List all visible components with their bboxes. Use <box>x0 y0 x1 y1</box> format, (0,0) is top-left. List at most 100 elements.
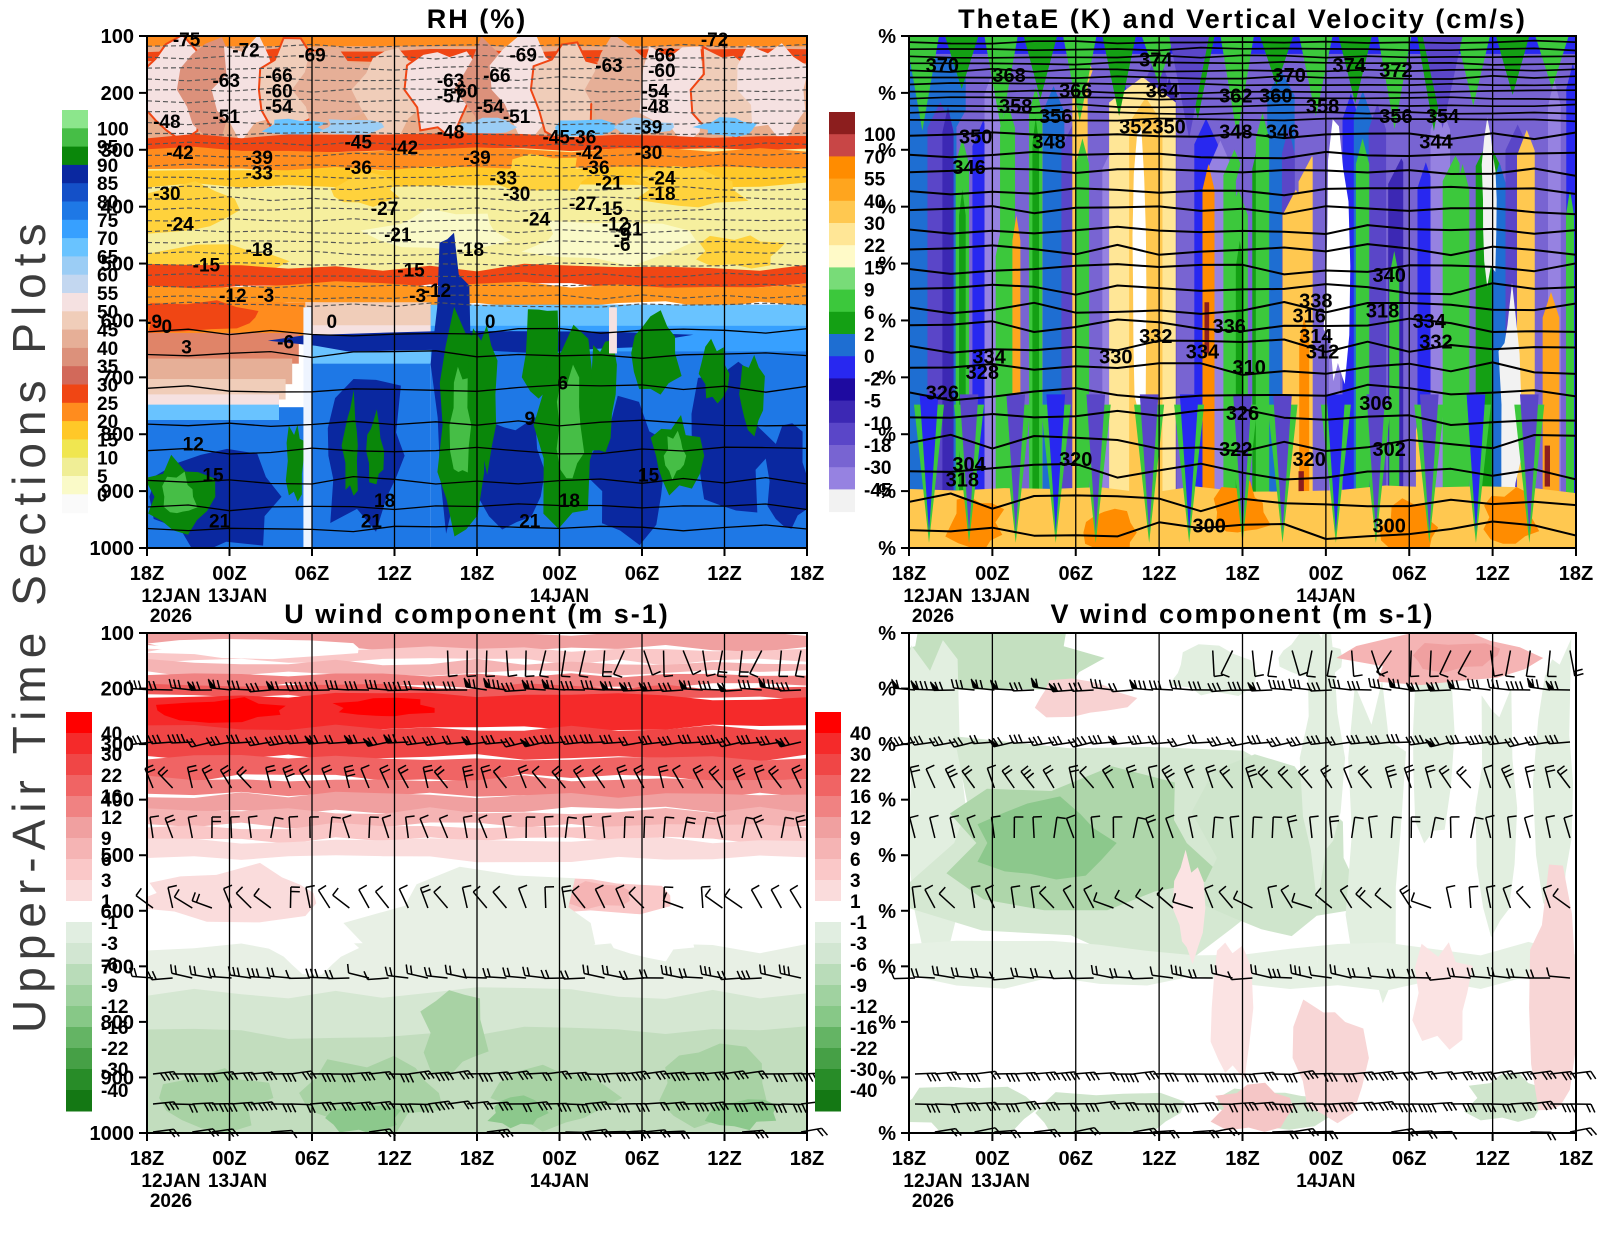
svg-text:%: % <box>878 481 896 503</box>
svg-text:362: 362 <box>1219 86 1252 108</box>
svg-text:334: 334 <box>1413 311 1447 333</box>
svg-text:0: 0 <box>485 312 496 333</box>
svg-text:18Z: 18Z <box>460 563 494 585</box>
svg-text:900: 900 <box>101 1067 134 1089</box>
svg-text:12Z: 12Z <box>1142 1148 1176 1170</box>
svg-text:-18: -18 <box>648 184 675 205</box>
svg-text:12Z: 12Z <box>707 563 741 585</box>
svg-text:%: % <box>878 424 896 446</box>
svg-text:40: 40 <box>864 192 885 213</box>
svg-text:100: 100 <box>101 623 134 645</box>
svg-text:30: 30 <box>850 745 871 766</box>
x-axis-vwind: 18Z 00Z 06Z 12Z 18Z 00Z 06Z 12Z 18Z12JAN202613JA… <box>892 1133 1593 1212</box>
svg-text:-63: -63 <box>595 56 622 77</box>
svg-text:90: 90 <box>97 156 118 177</box>
svg-text:312: 312 <box>1306 342 1339 364</box>
svg-text:-18: -18 <box>245 240 272 261</box>
svg-text:-12: -12 <box>101 997 128 1018</box>
svg-text:400: 400 <box>101 197 134 219</box>
svg-text:-16: -16 <box>850 1018 877 1039</box>
svg-text:200: 200 <box>101 83 134 105</box>
svg-text:700: 700 <box>101 367 134 389</box>
svg-text:300: 300 <box>1373 516 1406 538</box>
svg-text:00Z: 00Z <box>975 563 1009 585</box>
svg-text:370: 370 <box>926 55 959 77</box>
svg-text:13JAN: 13JAN <box>208 1171 267 1192</box>
svg-text:18: 18 <box>374 491 395 512</box>
svg-text:15: 15 <box>638 465 660 486</box>
svg-text:-3: -3 <box>257 286 274 307</box>
svg-text:320: 320 <box>1059 449 1092 471</box>
svg-text:374: 374 <box>1333 55 1367 77</box>
svg-text:18Z: 18Z <box>1559 1148 1593 1170</box>
svg-text:350: 350 <box>959 127 992 149</box>
svg-text:06Z: 06Z <box>1392 1148 1426 1170</box>
svg-text:%: % <box>878 956 896 978</box>
svg-text:6: 6 <box>101 850 112 871</box>
svg-text:3: 3 <box>850 871 861 892</box>
svg-text:-12: -12 <box>850 997 877 1018</box>
svg-text:-12: -12 <box>219 286 246 307</box>
svg-text:-27: -27 <box>371 199 398 220</box>
svg-text:18Z: 18Z <box>1559 563 1593 585</box>
svg-text:-21: -21 <box>384 225 412 246</box>
svg-text:-6: -6 <box>614 235 631 256</box>
svg-text:22: 22 <box>850 766 871 787</box>
svg-text:13JAN: 13JAN <box>208 586 267 607</box>
svg-text:306: 306 <box>1359 393 1392 415</box>
svg-text:326: 326 <box>1226 403 1259 425</box>
svg-text:-63: -63 <box>437 71 464 92</box>
svg-text:-6: -6 <box>101 955 118 976</box>
svg-text:-60: -60 <box>648 61 675 82</box>
x-axis-thetae: 18Z 00Z 06Z 12Z 18Z 00Z 06Z 12Z 18Z12JAN202613JA… <box>892 548 1593 627</box>
svg-text:-10: -10 <box>864 414 891 435</box>
svg-text:21: 21 <box>209 512 231 533</box>
svg-text:12Z: 12Z <box>377 1148 411 1170</box>
svg-text:-66: -66 <box>648 46 675 67</box>
svg-text:-6: -6 <box>277 332 294 353</box>
svg-text:-18: -18 <box>457 240 484 261</box>
svg-text:12JAN: 12JAN <box>903 586 962 607</box>
svg-text:40: 40 <box>97 339 118 360</box>
svg-text:-33: -33 <box>490 168 517 189</box>
svg-text:6: 6 <box>558 373 569 394</box>
svg-text:400: 400 <box>101 790 134 812</box>
svg-text:360: 360 <box>1259 86 1292 108</box>
svg-text:%: % <box>878 623 896 645</box>
svg-text:20: 20 <box>97 412 118 433</box>
svg-text:12: 12 <box>850 808 871 829</box>
svg-text:-15: -15 <box>193 256 221 277</box>
svg-text:12JAN: 12JAN <box>141 586 200 607</box>
svg-text:-30: -30 <box>101 1060 128 1081</box>
svg-text:-39: -39 <box>635 117 662 138</box>
svg-text:22: 22 <box>864 236 885 257</box>
svg-text:334: 334 <box>1186 342 1220 364</box>
svg-text:300: 300 <box>101 734 134 756</box>
svg-text:600: 600 <box>101 310 134 332</box>
contour-labels-rh: -75 -72 -69-66-63 -60-54-51-48-42 -39-33-30-… <box>145 30 728 532</box>
svg-text:00Z: 00Z <box>1309 563 1343 585</box>
svg-text:-72: -72 <box>701 30 728 51</box>
svg-text:-66: -66 <box>265 66 292 87</box>
svg-text:-45: -45 <box>864 480 892 501</box>
svg-text:-42: -42 <box>391 138 418 159</box>
svg-text:65: 65 <box>97 247 119 268</box>
svg-text:18Z: 18Z <box>892 1148 926 1170</box>
svg-text:60: 60 <box>97 266 118 287</box>
svg-text:-40: -40 <box>850 1081 877 1102</box>
svg-text:0: 0 <box>97 485 108 506</box>
svg-text:-42: -42 <box>575 143 602 164</box>
svg-text:370: 370 <box>1273 65 1306 87</box>
svg-text:%: % <box>878 367 896 389</box>
svg-text:06Z: 06Z <box>1059 1148 1093 1170</box>
svg-text:-30: -30 <box>864 458 891 479</box>
svg-text:-30: -30 <box>850 1060 877 1081</box>
svg-text:354: 354 <box>1426 106 1460 128</box>
svg-text:-30: -30 <box>635 143 662 164</box>
svg-text:100: 100 <box>864 125 896 146</box>
svg-text:356: 356 <box>1039 106 1072 128</box>
svg-text:12: 12 <box>101 808 122 829</box>
